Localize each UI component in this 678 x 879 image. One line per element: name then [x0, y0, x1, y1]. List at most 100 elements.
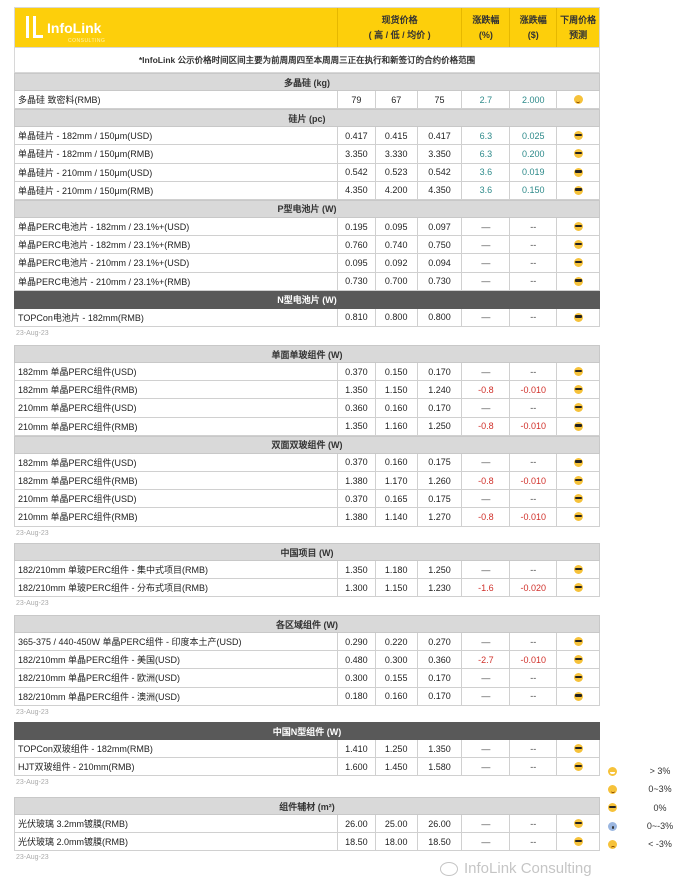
price-high: 0.417 [338, 127, 376, 145]
product-name: 182mm 单晶PERC组件(USD) [15, 453, 338, 471]
forecast-cell [557, 182, 599, 199]
date-label: 23-Aug-23 [16, 854, 49, 862]
watermark-text: InfoLink Consulting [464, 860, 592, 877]
change-pct: — [462, 308, 511, 326]
forecast-cell [557, 363, 599, 380]
change-usd: -0.020 [510, 579, 558, 597]
price-low: 0.160 [376, 453, 418, 471]
table-row: 单晶硅片 - 210mm / 150μm(USD) 0.542 0.523 0.542… [14, 163, 600, 182]
forecast-cell [557, 454, 599, 471]
price-low: 0.095 [376, 217, 418, 236]
forecast-cell [557, 833, 599, 850]
forecast-cell [557, 309, 599, 326]
price-avg: 1.250 [418, 417, 463, 435]
price-high: 1.380 [338, 508, 376, 526]
price-header-label: 现货价格 [381, 14, 418, 25]
price-avg: 0.750 [418, 236, 463, 254]
change-usd: -- [510, 815, 558, 833]
change-pct: — [462, 758, 511, 776]
price-low: 1.150 [376, 381, 418, 399]
change-pct: -0.8 [462, 417, 511, 435]
forecast-header-label: 下周价格 [560, 14, 597, 25]
product-name: 单晶PERC电池片 - 210mm / 23.1%+(USD) [15, 254, 338, 272]
price-high: 0.370 [338, 363, 376, 381]
section-header: P型电池片 (W) [14, 199, 600, 218]
change-pct: 3.6 [462, 163, 511, 181]
price-low: 4.200 [376, 181, 418, 199]
change-pct: -1.6 [462, 579, 511, 597]
price-high: 0.730 [338, 272, 376, 290]
table-row: 210mm 单晶PERC组件(RMB) 1.350 1.160 1.250 -0.8 -0… [14, 417, 600, 436]
cool-emoji-icon [573, 819, 583, 829]
product-name: 210mm 单晶PERC组件(RMB) [15, 508, 338, 526]
section-header: 各区域组件 (W) [14, 615, 600, 633]
date-label: 23-Aug-23 [16, 600, 49, 608]
price-low: 1.150 [376, 579, 418, 597]
change-pct: — [462, 815, 511, 833]
change-usd: -- [510, 308, 558, 326]
price-low: 0.415 [376, 127, 418, 145]
forecast-cell [557, 164, 599, 181]
product-name: 182mm 单晶PERC组件(RMB) [15, 381, 338, 399]
price-high: 1.350 [338, 417, 376, 435]
price-avg: 0.360 [418, 651, 463, 669]
change-pct: — [462, 272, 511, 290]
price-low: 0.300 [376, 651, 418, 669]
change-usd: -- [510, 453, 558, 471]
change-usd: -- [510, 833, 558, 851]
grin-emoji-icon [608, 766, 617, 776]
price-block: 多晶硅 (kg) 多晶硅 致密料(RMB) 79 67 75 2.7 2.000 硅片 (pc… [14, 73, 600, 340]
price-avg: 0.542 [418, 163, 463, 181]
cool-emoji-icon [573, 385, 583, 395]
price-low: 0.150 [376, 363, 418, 381]
change-usd: -0.010 [510, 651, 558, 669]
date-label: 23-Aug-23 [16, 529, 49, 537]
price-high: 1.600 [338, 758, 376, 776]
usd-header-label: 涨跌幅 [519, 14, 547, 25]
change-pct: -0.8 [462, 381, 511, 399]
price-avg: 0.175 [418, 453, 463, 471]
price-high: 0.360 [338, 399, 376, 417]
product-name: 210mm 单晶PERC组件(USD) [15, 399, 338, 417]
price-high: 0.370 [338, 453, 376, 471]
price-low: 0.523 [376, 163, 418, 181]
price-avg: 3.350 [418, 145, 463, 163]
price-high: 0.195 [338, 217, 376, 236]
table-row: 210mm 单晶PERC组件(USD) 0.360 0.160 0.170— -- [14, 399, 600, 418]
change-pct: — [462, 236, 511, 254]
product-name: TOPCon电池片 - 182mm(RMB) [15, 308, 338, 326]
forecast-cell [557, 399, 599, 416]
logo-text: InfoLink [47, 20, 102, 36]
legend-label: > 3% [649, 766, 671, 777]
product-name: 182/210mm 单晶PERC组件 - 欧洲(USD) [15, 669, 338, 687]
date-label: 23-Aug-23 [16, 779, 49, 787]
forecast-header-label2: 预测 [569, 29, 588, 40]
product-name: 单晶PERC电池片 - 210mm / 23.1%+(RMB) [15, 272, 338, 290]
usd-header-unit: ($) [527, 29, 539, 40]
smile-emoji-icon [573, 95, 583, 105]
change-usd: 2.000 [510, 91, 558, 109]
price-high: 4.350 [338, 181, 376, 199]
price-avg: 18.50 [418, 833, 463, 851]
infolink-logo: InfoLink CONSULTING [15, 8, 338, 47]
product-name: 210mm 单晶PERC组件(USD) [15, 490, 338, 508]
price-high: 26.00 [338, 815, 376, 833]
change-usd: -0.010 [510, 471, 558, 490]
change-pct: — [462, 740, 511, 758]
price-avg: 1.580 [418, 758, 463, 776]
table-row: HJT双玻组件 - 210mm(RMB) 1.600 1.450 1.580— -- [14, 758, 600, 777]
legend-item: 0~-3% [606, 817, 678, 835]
cool-emoji-icon [573, 691, 583, 701]
change-usd: 0.019 [510, 163, 558, 181]
legend-item: 0% [606, 799, 678, 817]
change-pct: 6.3 [462, 145, 511, 163]
product-name: 多晶硅 致密料(RMB) [15, 91, 338, 109]
cool-emoji-icon [573, 565, 583, 575]
watermark: InfoLink Consulting [440, 860, 592, 877]
change-pct: 6.3 [462, 127, 511, 145]
table-row: 光伏玻璃 2.0mm镀膜(RMB) 18.50 18.00 18.50— -- [14, 833, 600, 852]
change-pct: -2.7 [462, 651, 511, 669]
price-low: 67 [376, 91, 418, 109]
cry-emoji-icon [608, 839, 617, 849]
price-high: 0.542 [338, 163, 376, 181]
